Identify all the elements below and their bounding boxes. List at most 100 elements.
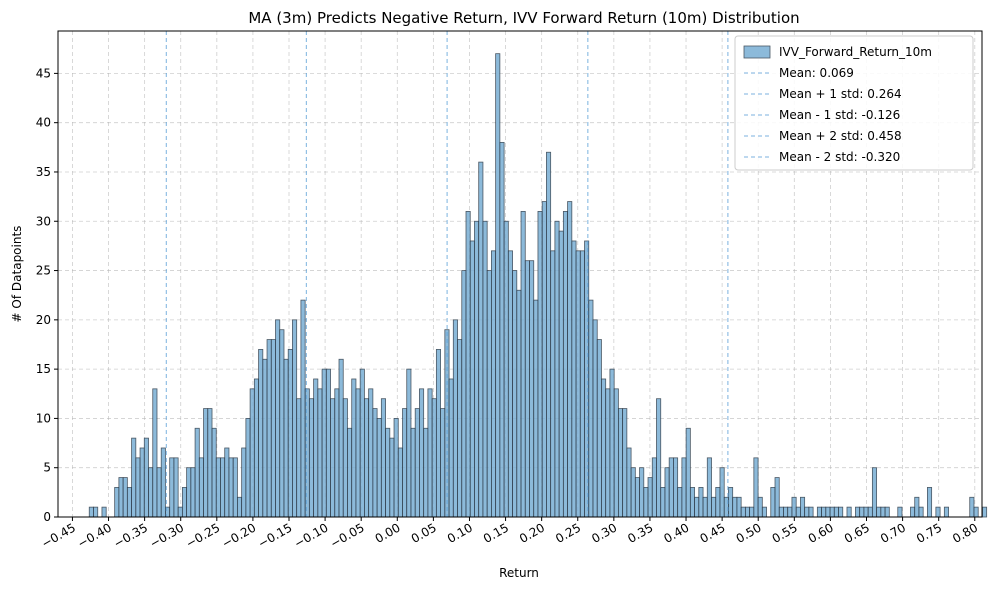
x-tick-label: 0.25 <box>553 520 583 545</box>
x-tick-label: 0.05 <box>409 520 439 545</box>
x-tick-label: −0.25 <box>183 520 222 551</box>
histogram-bar <box>334 388 340 518</box>
histogram-bar <box>270 339 276 518</box>
histogram-bar <box>825 506 831 518</box>
x-tick-label: 0.80 <box>950 520 980 545</box>
y-axis: 0 5 10 15 20 25 30 35 40 45 <box>36 66 58 524</box>
histogram-bar <box>452 319 458 518</box>
histogram-bar <box>423 427 429 518</box>
histogram-bar <box>93 506 99 518</box>
x-tick-label: 0.10 <box>445 520 475 545</box>
histogram-bar <box>148 467 154 518</box>
histogram-bar <box>664 467 670 518</box>
histogram-bar <box>715 487 721 518</box>
histogram-bar <box>550 250 556 518</box>
histogram-bar <box>774 477 780 518</box>
histogram-bar <box>380 398 386 518</box>
histogram-bar <box>389 437 395 518</box>
histogram-bar <box>554 220 560 518</box>
histogram-bar <box>275 319 281 518</box>
histogram-bar <box>435 349 442 518</box>
x-tick-label: 0.60 <box>806 520 836 545</box>
histogram-bar <box>347 427 353 518</box>
x-tick-label: −0.45 <box>39 520 78 551</box>
histogram-bar <box>448 378 454 518</box>
histogram-bar <box>689 487 695 518</box>
histogram-bar <box>431 398 437 518</box>
y-tick-label: 40 <box>36 116 51 130</box>
histogram-bar <box>910 506 916 518</box>
histogram-bar <box>469 240 475 518</box>
histogram-bar <box>761 506 767 518</box>
histogram-bar <box>126 487 132 518</box>
x-axis: −0.45−0.40−0.35−0.30−0.25−0.20−0.15−0.10… <box>39 517 980 551</box>
histogram-bar <box>419 388 425 518</box>
histogram-bar <box>490 250 497 518</box>
histogram-bar <box>198 457 204 518</box>
histogram-bar <box>330 398 336 518</box>
histogram-bar <box>152 388 158 518</box>
x-tick-label: 0.50 <box>734 520 764 545</box>
histogram-bar <box>372 408 378 518</box>
histogram-bar <box>579 250 585 518</box>
histogram-bar <box>516 289 522 518</box>
histogram-bar <box>982 506 988 518</box>
histogram-bar <box>207 408 213 518</box>
histogram-bar <box>783 506 789 518</box>
histogram-bar <box>973 506 979 518</box>
histogram-bar <box>876 506 882 518</box>
histogram-bar <box>503 220 509 518</box>
x-tick-label: −0.05 <box>328 520 367 551</box>
histogram-bar <box>651 457 657 518</box>
histogram-bar <box>414 408 420 518</box>
histogram-bar <box>457 339 463 518</box>
histogram-bar <box>359 368 365 518</box>
histogram-bar <box>245 418 251 518</box>
histogram-bar <box>393 418 399 518</box>
histogram-bar <box>719 467 725 518</box>
histogram-bar <box>846 506 852 518</box>
histogram-bar <box>529 260 535 518</box>
histogram-bar <box>914 496 920 518</box>
histogram-bar <box>626 447 632 518</box>
histogram-bar <box>279 329 285 518</box>
histogram-bar <box>677 487 683 518</box>
histogram-bar <box>385 427 391 518</box>
plot-area-frame <box>57 30 983 518</box>
histogram-bar <box>190 467 196 518</box>
histogram-bars <box>88 53 988 518</box>
histogram-bar <box>355 388 361 518</box>
histogram-bar <box>143 437 149 518</box>
legend-label: Mean: 0.069 <box>779 66 854 80</box>
histogram-bar <box>711 496 717 518</box>
chart-title: MA (3m) Predicts Negative Return, IVV Fo… <box>248 9 799 27</box>
histogram-bar <box>795 506 801 518</box>
histogram-bar <box>617 408 624 518</box>
histogram-bar <box>482 220 488 518</box>
histogram-bar <box>512 270 518 518</box>
histogram-bar <box>660 487 666 518</box>
histogram-bar <box>935 506 941 518</box>
y-axis-label: # Of Datapoints <box>10 226 24 323</box>
histogram-bar <box>732 496 738 518</box>
x-tick-label: −0.20 <box>220 520 259 551</box>
histogram-bar <box>461 270 467 518</box>
x-tick-label: 0.35 <box>625 520 655 545</box>
x-tick-label: 0.20 <box>517 520 547 545</box>
histogram-bar <box>410 427 416 518</box>
histogram-bar <box>533 299 539 518</box>
histogram-bar <box>537 211 543 518</box>
legend-label: Mean - 1 std: -0.126 <box>779 108 900 122</box>
histogram-bar <box>791 496 797 518</box>
legend-label: Mean + 1 std: 0.264 <box>779 87 902 101</box>
y-tick-label: 35 <box>36 165 51 179</box>
histogram-bar <box>474 220 480 518</box>
x-tick-label: −0.10 <box>292 520 331 551</box>
histogram-bar <box>304 388 310 518</box>
histogram-bar <box>808 506 814 518</box>
histogram-bar <box>524 260 530 518</box>
histogram-bar <box>647 477 653 518</box>
y-tick-label: 30 <box>36 214 51 228</box>
histogram-bar <box>673 457 679 518</box>
histogram-bar <box>855 506 861 518</box>
